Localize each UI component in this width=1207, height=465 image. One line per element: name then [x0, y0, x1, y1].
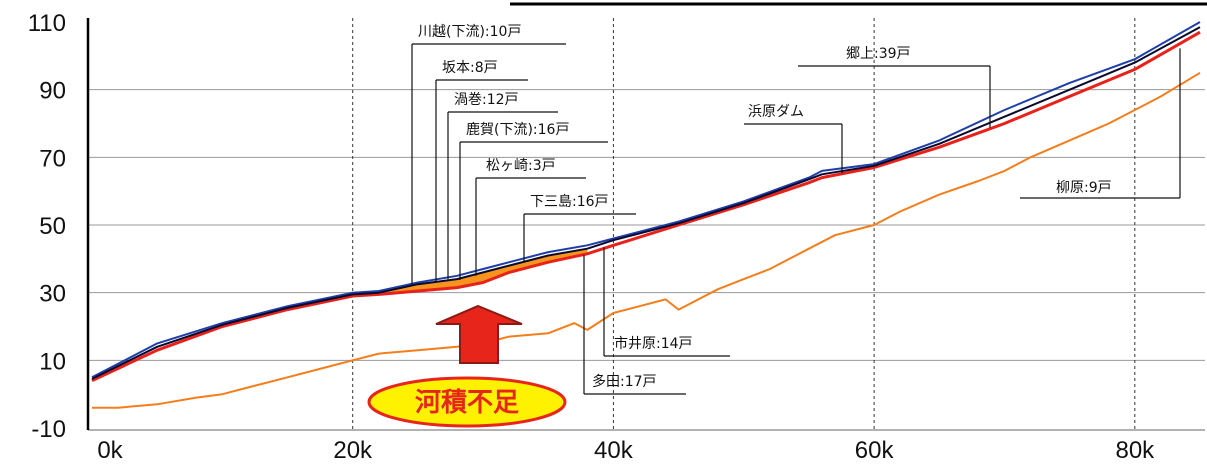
annotation-label-0: 川越(下流):10戸: [418, 24, 521, 40]
annotation-9: 郷上:39戸: [798, 46, 991, 128]
annotation-2: 渦巻:12戸: [447, 92, 558, 280]
annotations: 川越(下流):10戸坂本:8戸渦巻:12戸鹿賀(下流):16戸松ヶ崎:3戸下三島…: [411, 24, 1181, 395]
series-line-3: [92, 71, 1201, 409]
annotation-0: 川越(下流):10戸: [411, 24, 566, 286]
grid: [88, 18, 1205, 431]
annotation-1: 坂本:8戸: [435, 60, 528, 283]
x-tick-labels: 0k 20k 40k 60k 80k: [97, 437, 1155, 464]
annotation-label-2: 渦巻:12戸: [454, 92, 519, 108]
y-tick-label-0: 110: [28, 10, 66, 37]
shortage-label: 河積不足: [415, 388, 519, 418]
annotation-label-1: 坂本:8戸: [442, 60, 498, 76]
y-tick-label-2: 70: [39, 145, 66, 172]
y-tick-labels: 110 90 70 50 30 10 -10: [28, 10, 66, 443]
annotation-label-8: 浜原ダム: [748, 104, 804, 120]
annotation-5: 下三島:16戸: [523, 194, 636, 263]
x-tick-label-0: 0k: [97, 437, 123, 464]
annotation-label-5: 下三島:16戸: [530, 194, 609, 210]
series-line-2: [91, 30, 1201, 382]
y-tick-label-3: 50: [39, 213, 66, 240]
series-group: [91, 21, 1201, 409]
annotation-7: 多田:17戸: [583, 255, 686, 395]
annotation-10: 柳原:9戸: [1020, 48, 1181, 199]
annotation-label-9: 郷上:39戸: [846, 46, 911, 62]
y-tick-label-1: 90: [39, 78, 66, 105]
y-tick-label-5: 10: [39, 348, 66, 375]
up-arrow-icon: [435, 304, 523, 364]
plot-background: [88, 18, 1205, 430]
annotation-8: 浜原ダム: [744, 104, 843, 174]
annotation-3: 鹿賀(下流):16戸: [459, 121, 608, 280]
x-tick-label-4: 80k: [1115, 437, 1155, 464]
x-tick-label-1: 20k: [333, 437, 373, 464]
shortage-badge: [367, 376, 567, 428]
annotation-label-6: 市井原:14戸: [614, 335, 693, 352]
annotation-6: 市井原:14戸: [603, 247, 730, 357]
y-tick-label-4: 30: [39, 281, 66, 308]
annotation-label-3: 鹿賀(下流):16戸: [466, 121, 569, 138]
annotation-label-4: 松ヶ崎:3戸: [486, 158, 556, 174]
x-tick-label-2: 40k: [594, 437, 634, 464]
series-line-1: [91, 26, 1201, 380]
y-tick-label-6: -10: [31, 416, 66, 443]
annotation-4: 松ヶ崎:3戸: [475, 158, 586, 276]
annotation-label-7: 多田:17戸: [592, 373, 657, 390]
series-line-0: [91, 21, 1201, 379]
x-tick-label-3: 60k: [855, 437, 895, 464]
annotation-label-10: 柳原:9戸: [1056, 179, 1112, 196]
